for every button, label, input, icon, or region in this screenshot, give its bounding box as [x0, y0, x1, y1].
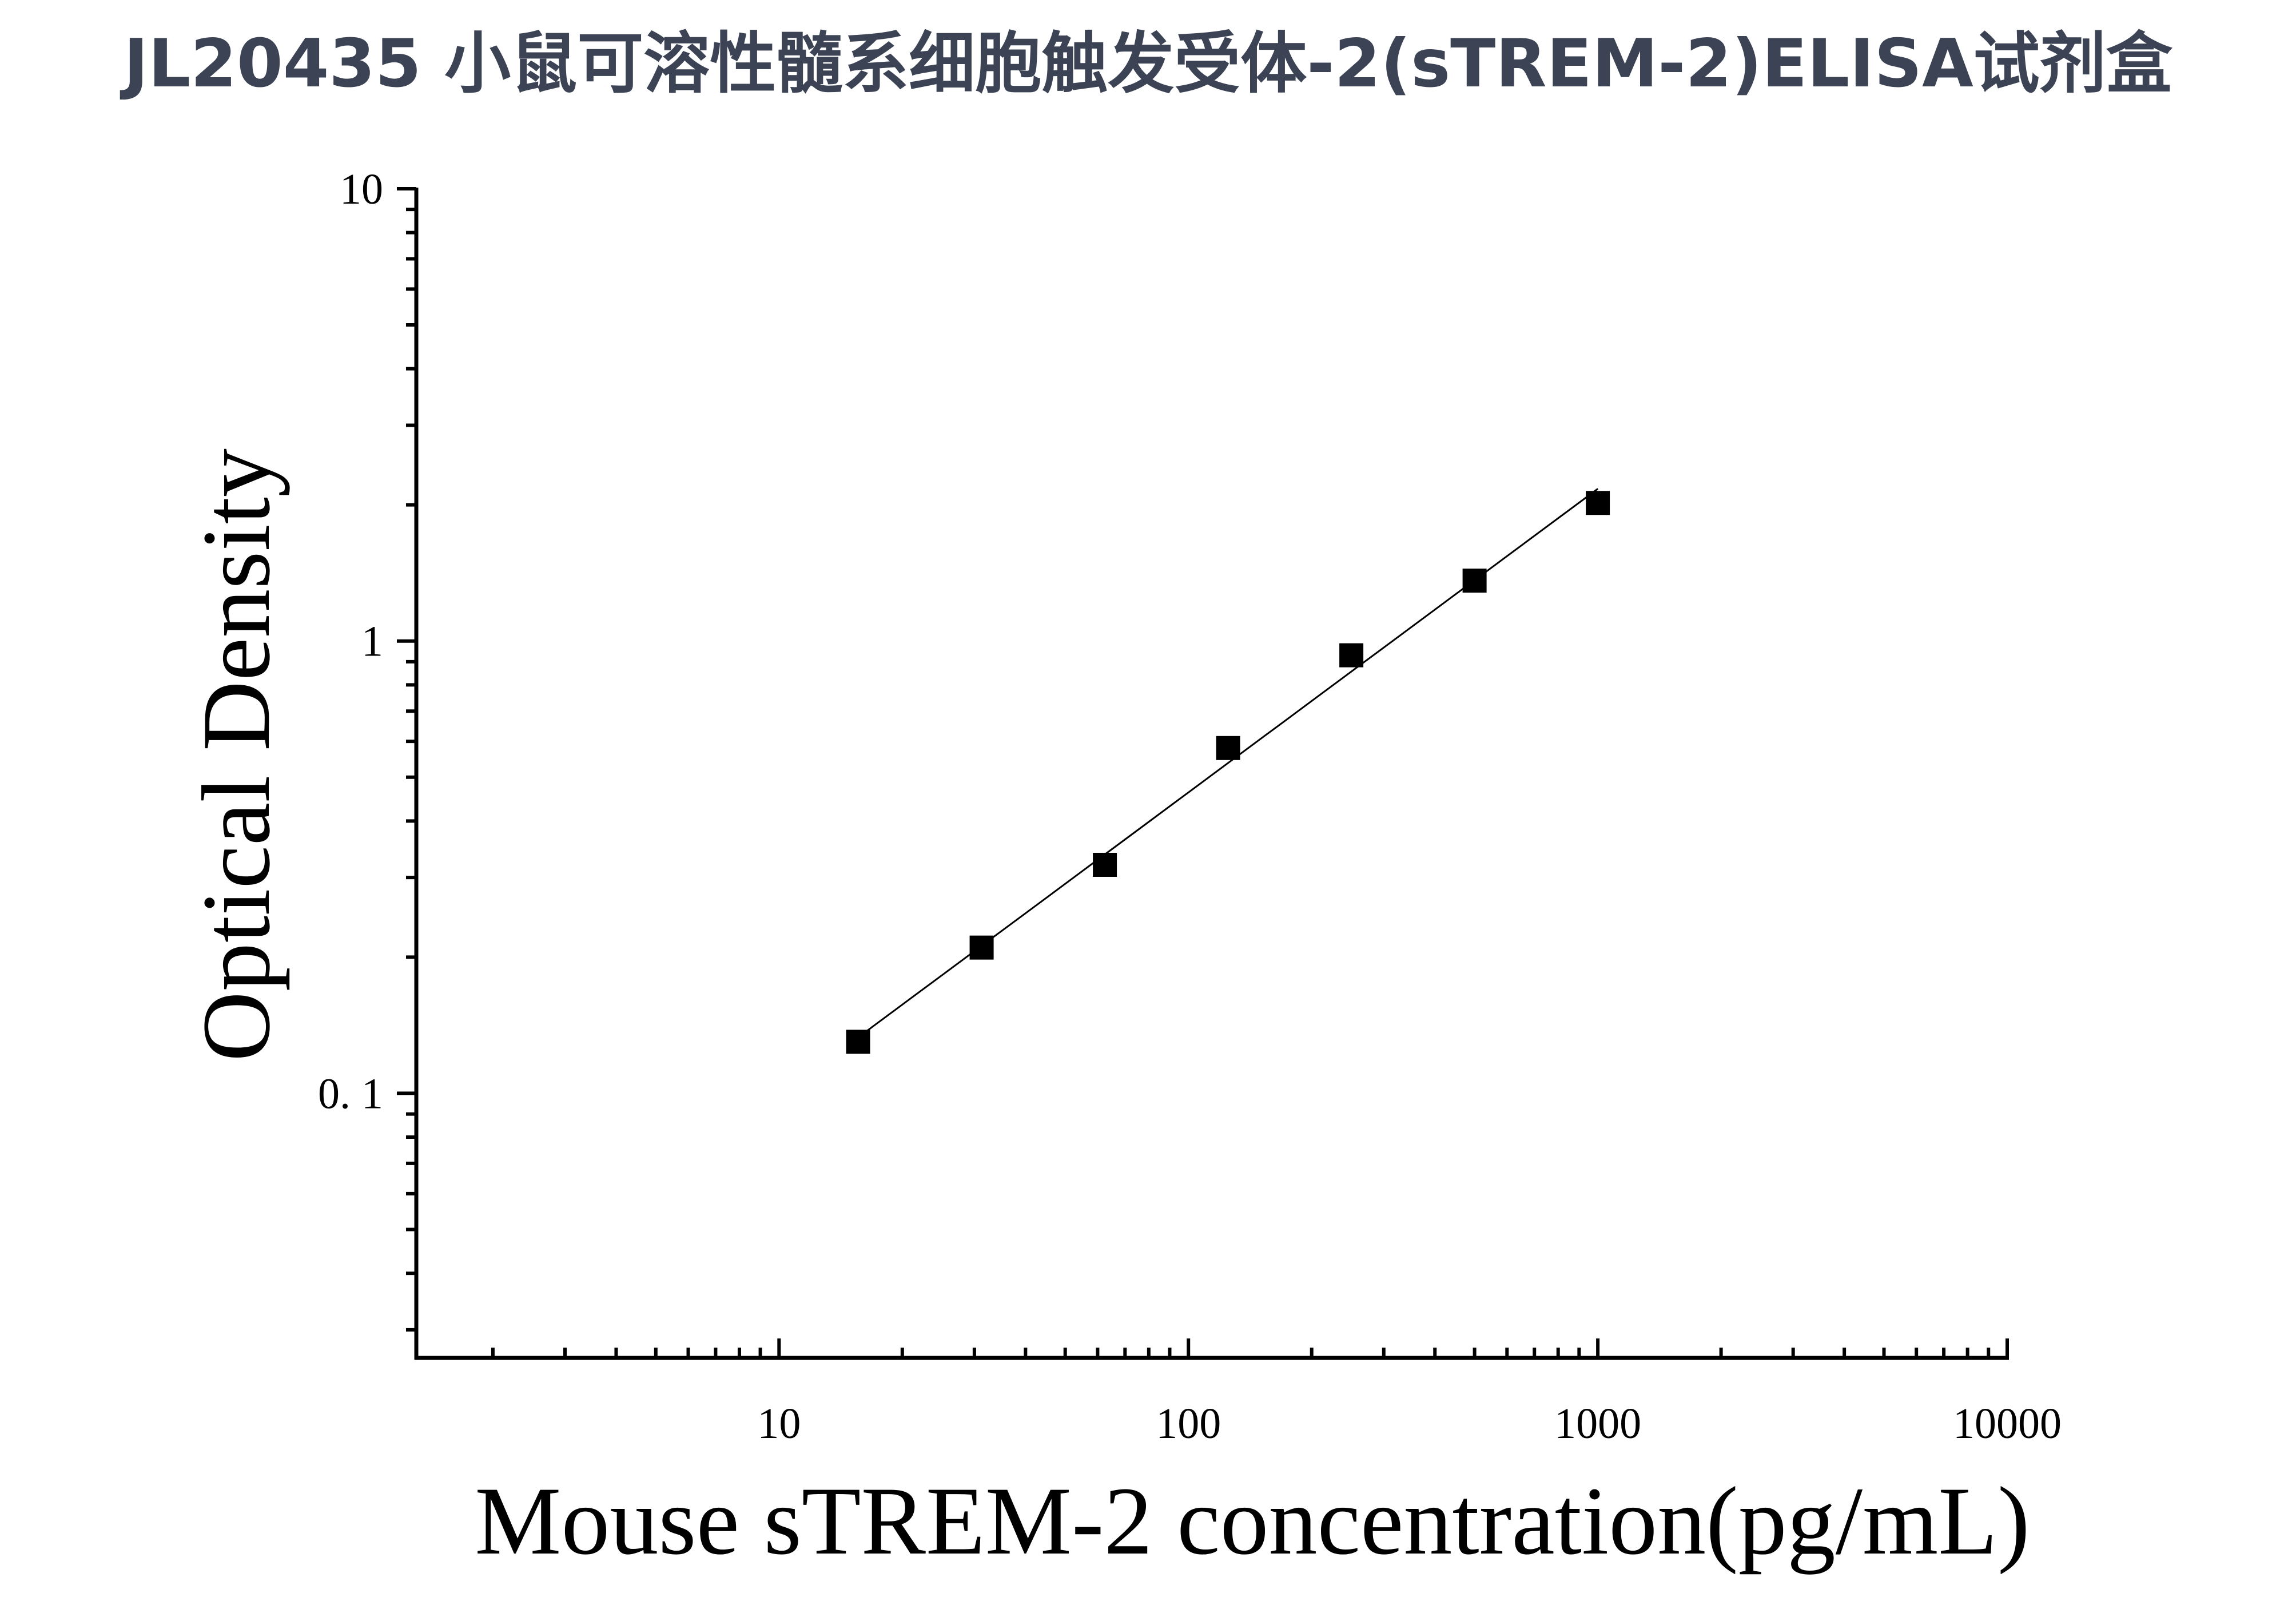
- x-tick-label: 10000: [1953, 1400, 2062, 1448]
- x-axis-label: Mouse sTREM-2 concentration(pg/mL): [475, 1467, 2030, 1575]
- data-point: [969, 935, 994, 960]
- data-point: [1216, 736, 1240, 760]
- data-point: [1093, 852, 1117, 877]
- y-tick-label: 0. 1: [318, 1070, 383, 1118]
- ticks: 10 100 1000 10000 0. 1 1 10: [318, 165, 2062, 1448]
- chart-title: JL20435 小鼠可溶性髓系细胞触发受体-2(sTREM-2)ELISA试剂盒: [124, 25, 2172, 102]
- fit-curve: [857, 488, 1598, 1038]
- y-axis-label: Optical Density: [182, 448, 290, 1062]
- data-point: [1586, 491, 1610, 515]
- data-point: [846, 1030, 870, 1054]
- axes: [414, 188, 2009, 1360]
- y-tick-label: 1: [361, 618, 383, 666]
- data-point: [1339, 643, 1364, 668]
- fit-curve-group: [857, 488, 1598, 1038]
- data-points: [846, 491, 1610, 1054]
- x-tick-label: 100: [1156, 1400, 1221, 1448]
- data-point: [1462, 569, 1487, 593]
- x-tick-label: 10: [757, 1400, 801, 1448]
- y-tick-label: 10: [340, 165, 383, 213]
- x-tick-label: 1000: [1554, 1400, 1641, 1448]
